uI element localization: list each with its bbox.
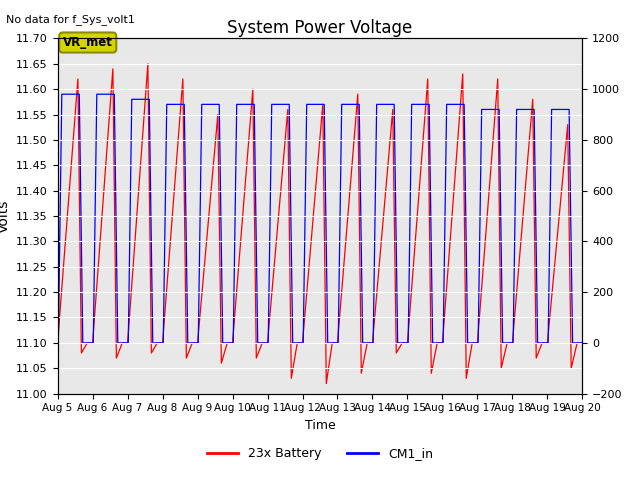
Title: System Power Voltage: System Power Voltage <box>227 19 413 37</box>
CM1_in <box>278 101 285 107</box>
23x Battery <box>144 61 152 67</box>
23x Battery <box>255 348 263 354</box>
CM1_in <box>114 327 122 333</box>
CM1_in <box>512 177 520 182</box>
Y-axis label: Volts: Volts <box>0 199 11 233</box>
23x Battery <box>113 352 121 358</box>
Text: No data for f_Sys_volt1: No data for f_Sys_volt1 <box>6 14 135 25</box>
CM1_in <box>568 305 576 311</box>
23x Battery <box>323 381 330 386</box>
23x Battery <box>568 361 576 367</box>
Line: CM1_in: CM1_in <box>58 94 582 343</box>
CM1_in <box>145 96 152 102</box>
CM1_in <box>58 91 66 97</box>
CM1_in <box>255 340 263 346</box>
23x Battery <box>54 340 61 346</box>
Text: VR_met: VR_met <box>63 36 113 49</box>
Line: 23x Battery: 23x Battery <box>58 64 582 384</box>
CM1_in <box>579 340 586 346</box>
23x Battery <box>145 133 152 139</box>
CM1_in <box>54 340 61 346</box>
Legend: 23x Battery, CM1_in: 23x Battery, CM1_in <box>202 443 438 466</box>
23x Battery <box>512 300 520 306</box>
23x Battery <box>278 177 285 183</box>
23x Battery <box>579 340 586 346</box>
X-axis label: Time: Time <box>305 419 335 432</box>
